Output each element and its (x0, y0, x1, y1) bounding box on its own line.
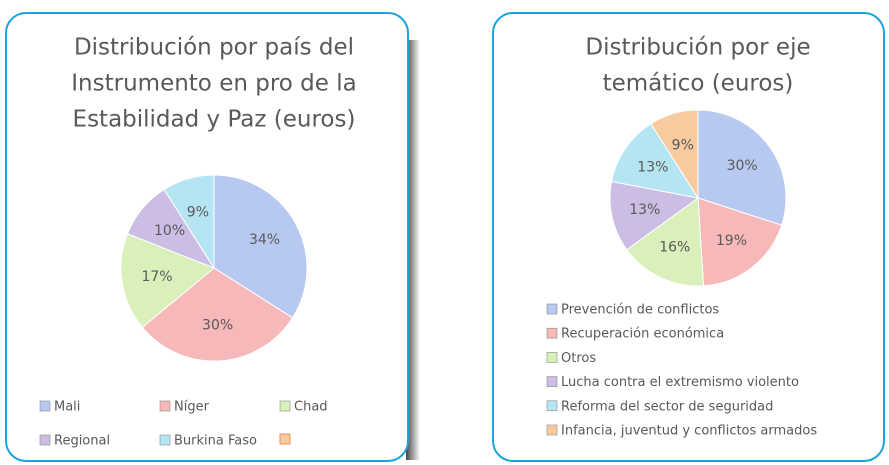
data-label: 9% (672, 138, 694, 154)
data-label: 17% (141, 269, 172, 285)
data-label: 13% (637, 159, 668, 175)
chart-title: Distribución por país del (74, 35, 354, 61)
pie-slice (120, 233, 215, 328)
legend-label: Mali (54, 400, 80, 415)
pie-slice (610, 123, 700, 199)
data-label: 19% (716, 233, 747, 249)
data-label: 34% (249, 232, 280, 248)
pie-slice (609, 180, 700, 251)
legend-label: Lucha contra el extremismo violento (561, 375, 799, 390)
legend-swatch (39, 400, 51, 412)
pie-slice (697, 197, 783, 287)
pie-slice (697, 109, 787, 226)
legend-swatch (546, 352, 558, 363)
legend-swatch (279, 400, 291, 412)
legend-label: Infancia, juventud y conflictos armados (561, 424, 817, 439)
data-label: 9% (187, 205, 209, 221)
data-label: 13% (629, 202, 660, 218)
legend-label: Recuperación económica (561, 327, 724, 342)
pie-slice (213, 174, 308, 319)
legend-label: Otros (561, 351, 596, 366)
legend-swatch (546, 424, 558, 436)
chart-title: temático (euros) (603, 71, 794, 97)
pie-slice (650, 109, 699, 200)
data-label: 30% (202, 318, 233, 334)
pie-slice (626, 197, 705, 287)
data-label: 10% (154, 223, 185, 239)
legend-swatch (546, 376, 558, 387)
legend-swatch (159, 400, 171, 412)
pie-slice (141, 267, 294, 362)
chart-title: Instrumento en pro de la (71, 71, 356, 97)
legend-label: Regional (54, 434, 110, 449)
legend-swatch (39, 434, 51, 446)
legend-label: Burkina Faso (174, 434, 257, 449)
legend-swatch (159, 434, 171, 446)
legend-label: Níger (174, 400, 210, 415)
legend-swatch (546, 303, 558, 315)
data-label: 30% (727, 158, 758, 174)
legend-swatch (546, 327, 558, 339)
legend-label: Chad (294, 400, 328, 415)
pie-slice (163, 174, 215, 270)
legend-swatch (546, 400, 558, 412)
chart-title: Distribución por eje (585, 35, 810, 61)
shadow (406, 40, 420, 460)
legend-label: Reforma del sector de seguridad (561, 399, 773, 414)
data-label: 16% (659, 239, 690, 255)
legend-swatch (279, 433, 291, 445)
chart-title: Estabilidad y Paz (euros) (73, 107, 356, 133)
legend-label: Prevención de conflictos (561, 303, 719, 318)
